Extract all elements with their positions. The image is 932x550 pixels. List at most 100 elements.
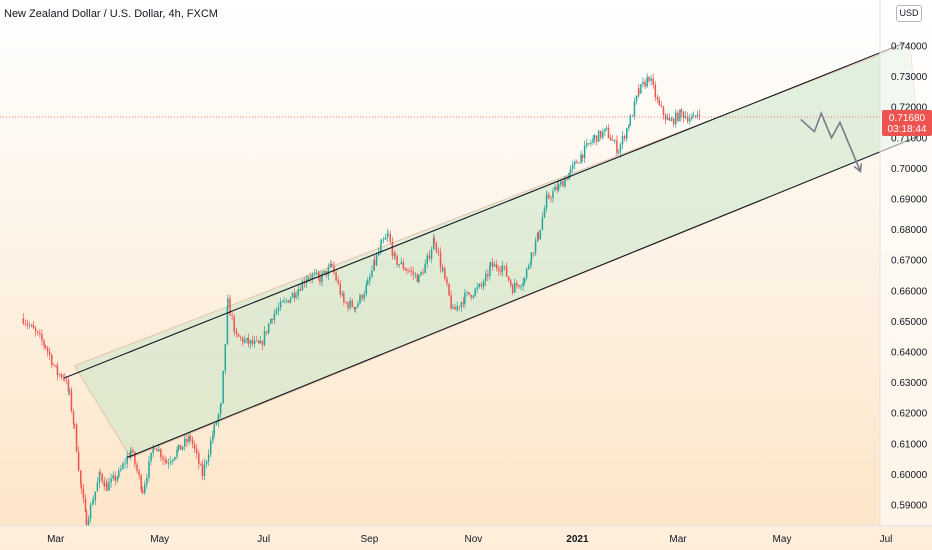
candle-body (677, 112, 679, 121)
candle-body (583, 145, 586, 159)
candle-body (489, 262, 492, 266)
candle-body (188, 436, 190, 442)
candle-body (184, 439, 186, 447)
candle-body (597, 130, 600, 142)
candle-body (200, 464, 202, 466)
candle-body (650, 78, 652, 81)
channel-projection (73, 42, 919, 459)
time-tick-label: Jul (257, 534, 270, 545)
candle-body (635, 95, 638, 102)
candle-body (456, 306, 458, 310)
price-tick-label: 0.71000 (891, 133, 928, 144)
candle-body (412, 271, 414, 275)
candle-body (537, 232, 539, 240)
candle-body (118, 470, 120, 477)
candle-body (203, 463, 206, 477)
price-tick-label: 0.61000 (891, 439, 928, 450)
candle-body (675, 112, 677, 125)
candle-body (534, 240, 537, 253)
price-tick-label: 0.72000 (891, 103, 928, 114)
candle-body (562, 181, 564, 187)
candle-body (179, 444, 182, 450)
candle-body (679, 109, 681, 121)
candle-body (205, 461, 208, 464)
candle-body (333, 265, 335, 273)
candle-body (317, 272, 320, 276)
candle-body (277, 307, 280, 311)
candle-body (496, 264, 498, 269)
candle-body (433, 238, 435, 243)
candle-body (297, 289, 299, 296)
time-tick-label: Mar (669, 534, 687, 545)
candle-body (158, 449, 160, 452)
candle-body (619, 144, 622, 153)
time-axis[interactable]: Mar May Jul Sep Nov 2021 Mar May Jul (0, 525, 932, 550)
price-axis[interactable]: 0.74000 0.73000 0.72000 0.71000 0.70000 0.690… (879, 0, 932, 526)
candle-body (580, 154, 582, 163)
candle-body (578, 162, 580, 164)
candle-body (698, 114, 701, 116)
candle-body (98, 472, 101, 483)
candle-body (311, 274, 313, 279)
candle-body (426, 255, 429, 258)
candle-body (493, 264, 496, 267)
candle-body (523, 277, 526, 283)
candle-body (141, 489, 144, 493)
candle-body (295, 295, 297, 298)
candle-body (588, 143, 590, 144)
candle-body (554, 186, 556, 192)
candle-body (426, 257, 429, 264)
candle-body (22, 318, 25, 324)
candle-body (323, 270, 325, 274)
candle-body (691, 116, 693, 119)
candle-body (246, 337, 248, 340)
candle-body (420, 272, 422, 276)
candle-body (605, 127, 608, 129)
candle-body (146, 477, 148, 485)
candle-body (406, 270, 408, 271)
candle-body (307, 277, 309, 280)
candle-body (339, 283, 342, 295)
candle-body (229, 298, 231, 316)
candle-body (585, 143, 588, 146)
candle-body (43, 340, 45, 346)
candle-body (191, 439, 194, 445)
candle-body (625, 128, 628, 139)
time-tick-label: Sep (361, 534, 379, 545)
candle-body (116, 476, 119, 481)
candle-body (153, 448, 156, 450)
candle-body (652, 78, 654, 85)
candle-body (80, 470, 82, 484)
candle-body (150, 452, 152, 462)
candle-body (212, 434, 214, 441)
candle-body (313, 273, 316, 275)
candle-body (500, 271, 502, 272)
candle-body (353, 306, 356, 310)
candle-body (386, 234, 389, 238)
candle-body (65, 379, 68, 381)
candle-body (648, 76, 650, 81)
candle-body (62, 377, 65, 379)
candle-body (590, 142, 592, 144)
candle-body (331, 263, 333, 266)
price-tick-label: 0.68000 (891, 225, 928, 236)
candle-body (209, 440, 212, 455)
candle-body (63, 377, 65, 380)
candle-body (281, 301, 284, 303)
candle-body (220, 403, 222, 406)
candle-body (271, 319, 273, 321)
candle-body (382, 239, 385, 241)
candle-body (607, 127, 610, 138)
price-tick-label: 0.66000 (891, 286, 928, 297)
candle-body (181, 446, 184, 450)
candle-body (28, 325, 31, 326)
candle-body (507, 276, 510, 281)
currency-button[interactable]: USD (896, 5, 922, 22)
candle-body (543, 208, 546, 218)
candle-body (638, 88, 640, 94)
candle-body (694, 115, 697, 117)
price-tick-label: 0.67000 (891, 256, 928, 267)
candle-body (450, 295, 452, 309)
candle-body (85, 510, 88, 526)
